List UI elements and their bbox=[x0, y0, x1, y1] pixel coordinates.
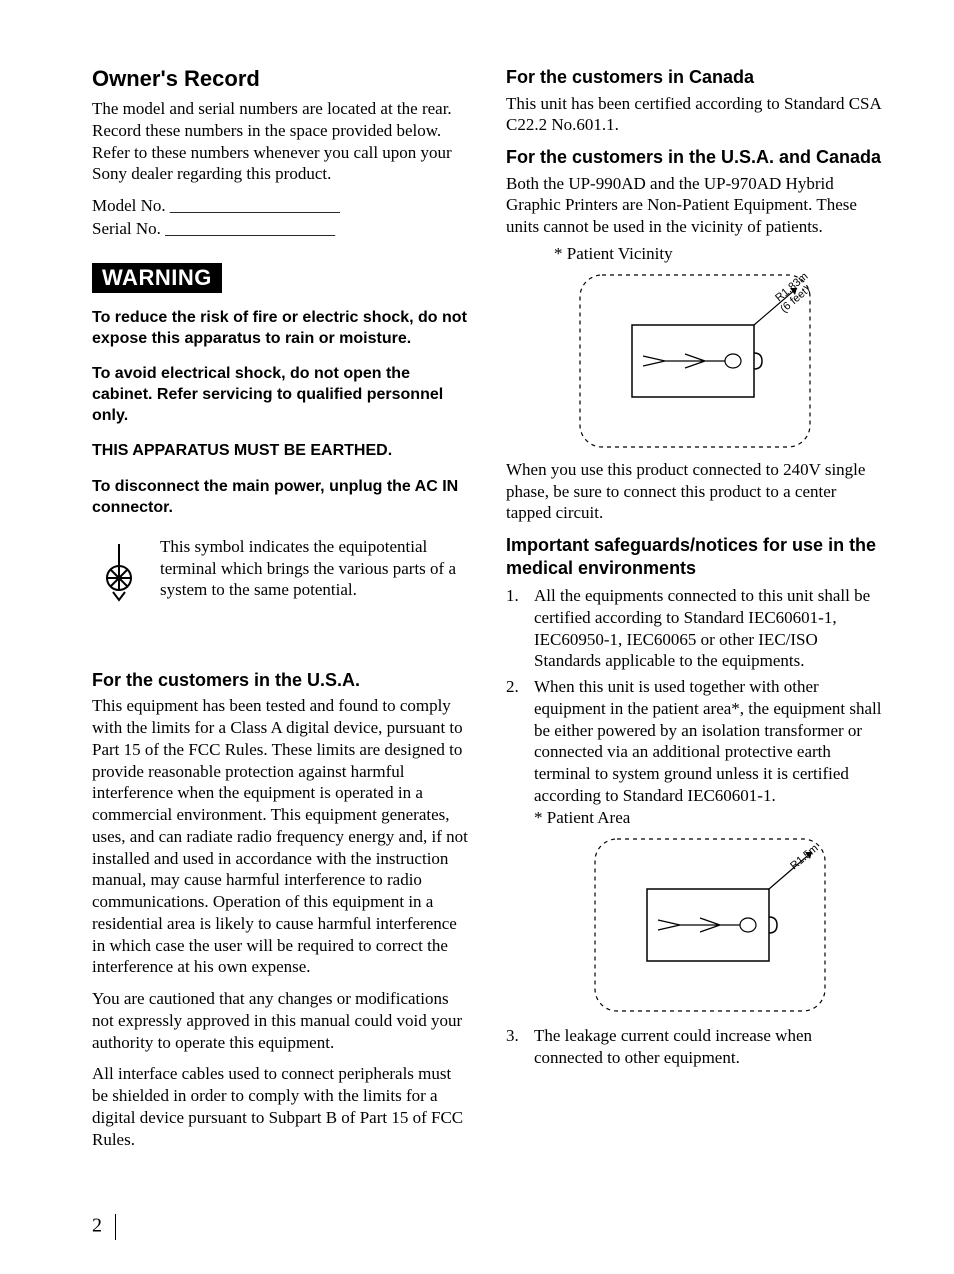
usa-canada-heading: For the customers in the U.S.A. and Cana… bbox=[506, 146, 884, 169]
list-item: 1. All the equipments connected to this … bbox=[506, 585, 884, 672]
patient-area-diagram: R1.5m bbox=[506, 832, 884, 1023]
page-number-value: 2 bbox=[92, 1215, 102, 1237]
safeguards-list: 1. All the equipments connected to this … bbox=[506, 585, 884, 828]
patient-area-note: * Patient Area bbox=[534, 808, 630, 827]
equipotential-icon bbox=[92, 536, 138, 609]
serial-no-line: Serial No. ____________________ bbox=[92, 218, 470, 241]
safeguards-list-cont: 3. The leakage current could increase wh… bbox=[506, 1025, 884, 1069]
safeguards-heading: Important safeguards/notices for use in … bbox=[506, 534, 884, 579]
equipotential-text: This symbol indicates the equipotential … bbox=[160, 536, 470, 601]
warning-text-4: To disconnect the main power, unplug the… bbox=[92, 476, 470, 518]
page-number: 2 bbox=[92, 1214, 116, 1240]
equipotential-symbol-row: This symbol indicates the equipotential … bbox=[92, 536, 470, 609]
model-no-line: Model No. ____________________ bbox=[92, 195, 470, 218]
canada-heading: For the customers in Canada bbox=[506, 66, 884, 89]
list-number: 2. bbox=[506, 676, 526, 828]
record-lines: Model No. ____________________ Serial No… bbox=[92, 195, 470, 241]
patient-vicinity-diagram: R1.83m (6 feet) bbox=[506, 268, 884, 459]
usa-paragraph-3: All interface cables used to connect per… bbox=[92, 1063, 470, 1150]
list-text: When this unit is used together with oth… bbox=[534, 676, 884, 828]
warning-text-1: To reduce the risk of fire or electric s… bbox=[92, 307, 470, 349]
owner-record-text: The model and serial numbers are located… bbox=[92, 98, 470, 185]
list-text: All the equipments connected to this uni… bbox=[534, 585, 884, 672]
warning-text-3: THIS APPARATUS MUST BE EARTHED. bbox=[92, 440, 470, 461]
usa-heading: For the customers in the U.S.A. bbox=[92, 669, 470, 692]
owner-record-heading: Owner's Record bbox=[92, 66, 470, 92]
list-item: 3. The leakage current could increase wh… bbox=[506, 1025, 884, 1069]
list-number: 3. bbox=[506, 1025, 526, 1069]
canada-text: This unit has been certified according t… bbox=[506, 93, 884, 137]
list-text-main: When this unit is used together with oth… bbox=[534, 677, 881, 805]
usa-canada-paragraph-2: When you use this product connected to 2… bbox=[506, 459, 884, 524]
svg-text:R1.5m: R1.5m bbox=[788, 843, 821, 873]
warning-text-2: To avoid electrical shock, do not open t… bbox=[92, 363, 470, 426]
right-column: For the customers in Canada This unit ha… bbox=[506, 66, 884, 1160]
list-number: 1. bbox=[506, 585, 526, 672]
page-number-divider bbox=[115, 1214, 116, 1240]
usa-canada-paragraph-1: Both the UP-990AD and the UP-970AD Hybri… bbox=[506, 173, 884, 238]
page-content: Owner's Record The model and serial numb… bbox=[0, 0, 954, 1160]
warning-label: WARNING bbox=[92, 263, 222, 293]
usa-paragraph-2: You are cautioned that any changes or mo… bbox=[92, 988, 470, 1053]
usa-paragraph-1: This equipment has been tested and found… bbox=[92, 695, 470, 978]
left-column: Owner's Record The model and serial numb… bbox=[92, 66, 470, 1160]
list-item: 2. When this unit is used together with … bbox=[506, 676, 884, 828]
list-text: The leakage current could increase when … bbox=[534, 1025, 884, 1069]
patient-vicinity-label: * Patient Vicinity bbox=[554, 244, 884, 264]
